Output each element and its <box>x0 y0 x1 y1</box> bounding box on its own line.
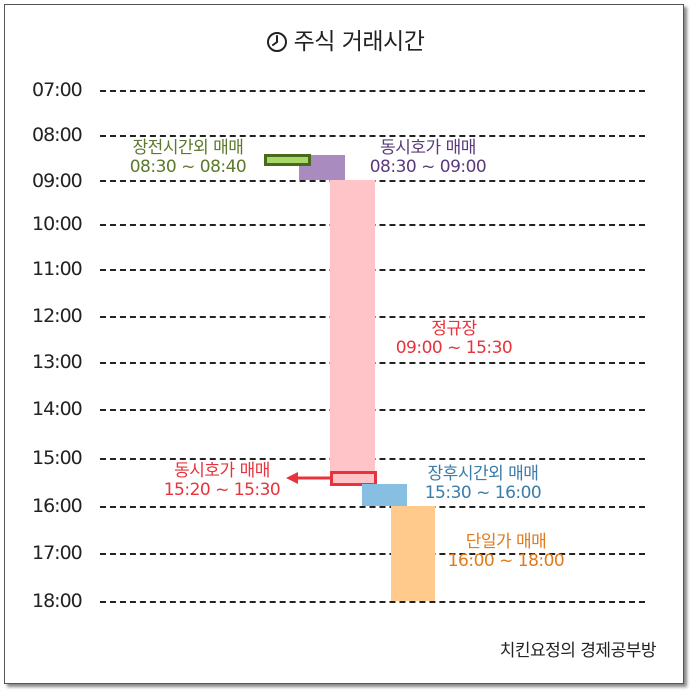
arrow-left-icon <box>286 472 330 484</box>
bar-closing-call-auction <box>330 471 377 486</box>
y-tick-1200: 12:00 <box>32 305 83 327</box>
label-opening-call-time: 08:30 ~ 09:00 <box>369 157 487 177</box>
title-text: 주식 거래시간 <box>293 29 425 55</box>
gridline-1600 <box>100 506 645 508</box>
y-tick-1100: 11:00 <box>32 258 83 280</box>
label-post-market-name: 장후시간외 매매 <box>427 464 539 484</box>
label-opening-call: 동시호가 매매 08:30 ~ 09:00 <box>358 139 498 177</box>
label-pre-market-time: 08:30 ~ 08:40 <box>129 157 247 177</box>
chart-title: 주식 거래시간 <box>0 22 690 56</box>
label-pre-market-name: 장전시간외 매매 <box>132 138 244 158</box>
bar-post-market-after-hours <box>362 484 407 506</box>
gridline-1800 <box>100 601 645 603</box>
y-tick-1600: 16:00 <box>32 495 83 517</box>
gridline-0700 <box>100 90 645 92</box>
label-post-market: 장후시간외 매매 15:30 ~ 16:00 <box>408 465 558 503</box>
bar-regular-session <box>330 180 375 485</box>
label-single-price-name: 단일가 매매 <box>465 532 547 552</box>
y-tick-1800: 18:00 <box>32 590 83 612</box>
label-single-price: 단일가 매매 16:00 ~ 18:00 <box>436 533 576 571</box>
y-tick-0700: 07:00 <box>32 79 83 101</box>
label-opening-call-name: 동시호가 매매 <box>380 138 476 158</box>
gridline-1700 <box>100 553 645 555</box>
footer-credit: 치킨요정의 경제공부방 <box>499 641 657 661</box>
y-tick-1400: 14:00 <box>32 398 83 420</box>
label-regular: 정규장 09:00 ~ 15:30 <box>384 320 524 358</box>
label-closing-call-time: 15:20 ~ 15:30 <box>163 480 281 500</box>
y-tick-1700: 17:00 <box>32 542 83 564</box>
label-single-price-time: 16:00 ~ 18:00 <box>447 551 565 571</box>
label-closing-call-name: 동시호가 매매 <box>174 461 270 481</box>
y-tick-1500: 15:00 <box>32 447 83 469</box>
y-tick-1300: 13:00 <box>32 351 83 373</box>
y-tick-0900: 09:00 <box>32 170 83 192</box>
gridline-0800 <box>100 135 645 137</box>
y-tick-1000: 10:00 <box>32 213 83 235</box>
bar-pre-market-after-hours <box>264 154 311 166</box>
label-regular-name: 정규장 <box>431 319 477 339</box>
label-regular-time: 09:00 ~ 15:30 <box>395 338 513 358</box>
label-post-market-time: 15:30 ~ 16:00 <box>424 483 542 503</box>
clock-icon <box>266 32 287 52</box>
label-closing-call: 동시호가 매매 15:20 ~ 15:30 <box>157 462 287 500</box>
y-tick-0800: 08:00 <box>32 124 83 146</box>
bar-single-price-session <box>391 506 435 601</box>
label-pre-market: 장전시간외 매매 08:30 ~ 08:40 <box>118 139 258 177</box>
